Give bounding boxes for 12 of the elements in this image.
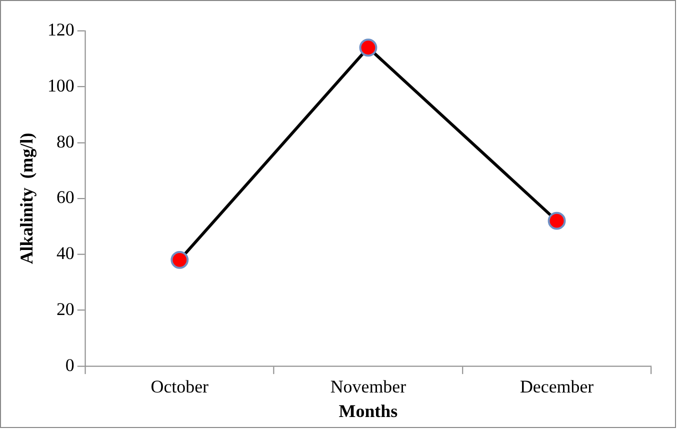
x-tick-label: October	[150, 376, 209, 396]
y-axis-title: Alkalinity (mg/l)	[16, 132, 36, 264]
y-tick-label: 120	[47, 20, 74, 40]
x-tick-label: December	[520, 376, 594, 396]
y-tick-label: 60	[56, 187, 74, 208]
y-tick-label: 0	[65, 354, 74, 375]
y-tick-label: 20	[56, 298, 74, 319]
y-tick-label: 80	[56, 131, 74, 152]
y-tick-label: 100	[47, 75, 74, 96]
x-tick-label: November	[330, 376, 406, 396]
y-tick-label: 40	[56, 243, 74, 264]
x-axis-title: Months	[338, 400, 398, 421]
